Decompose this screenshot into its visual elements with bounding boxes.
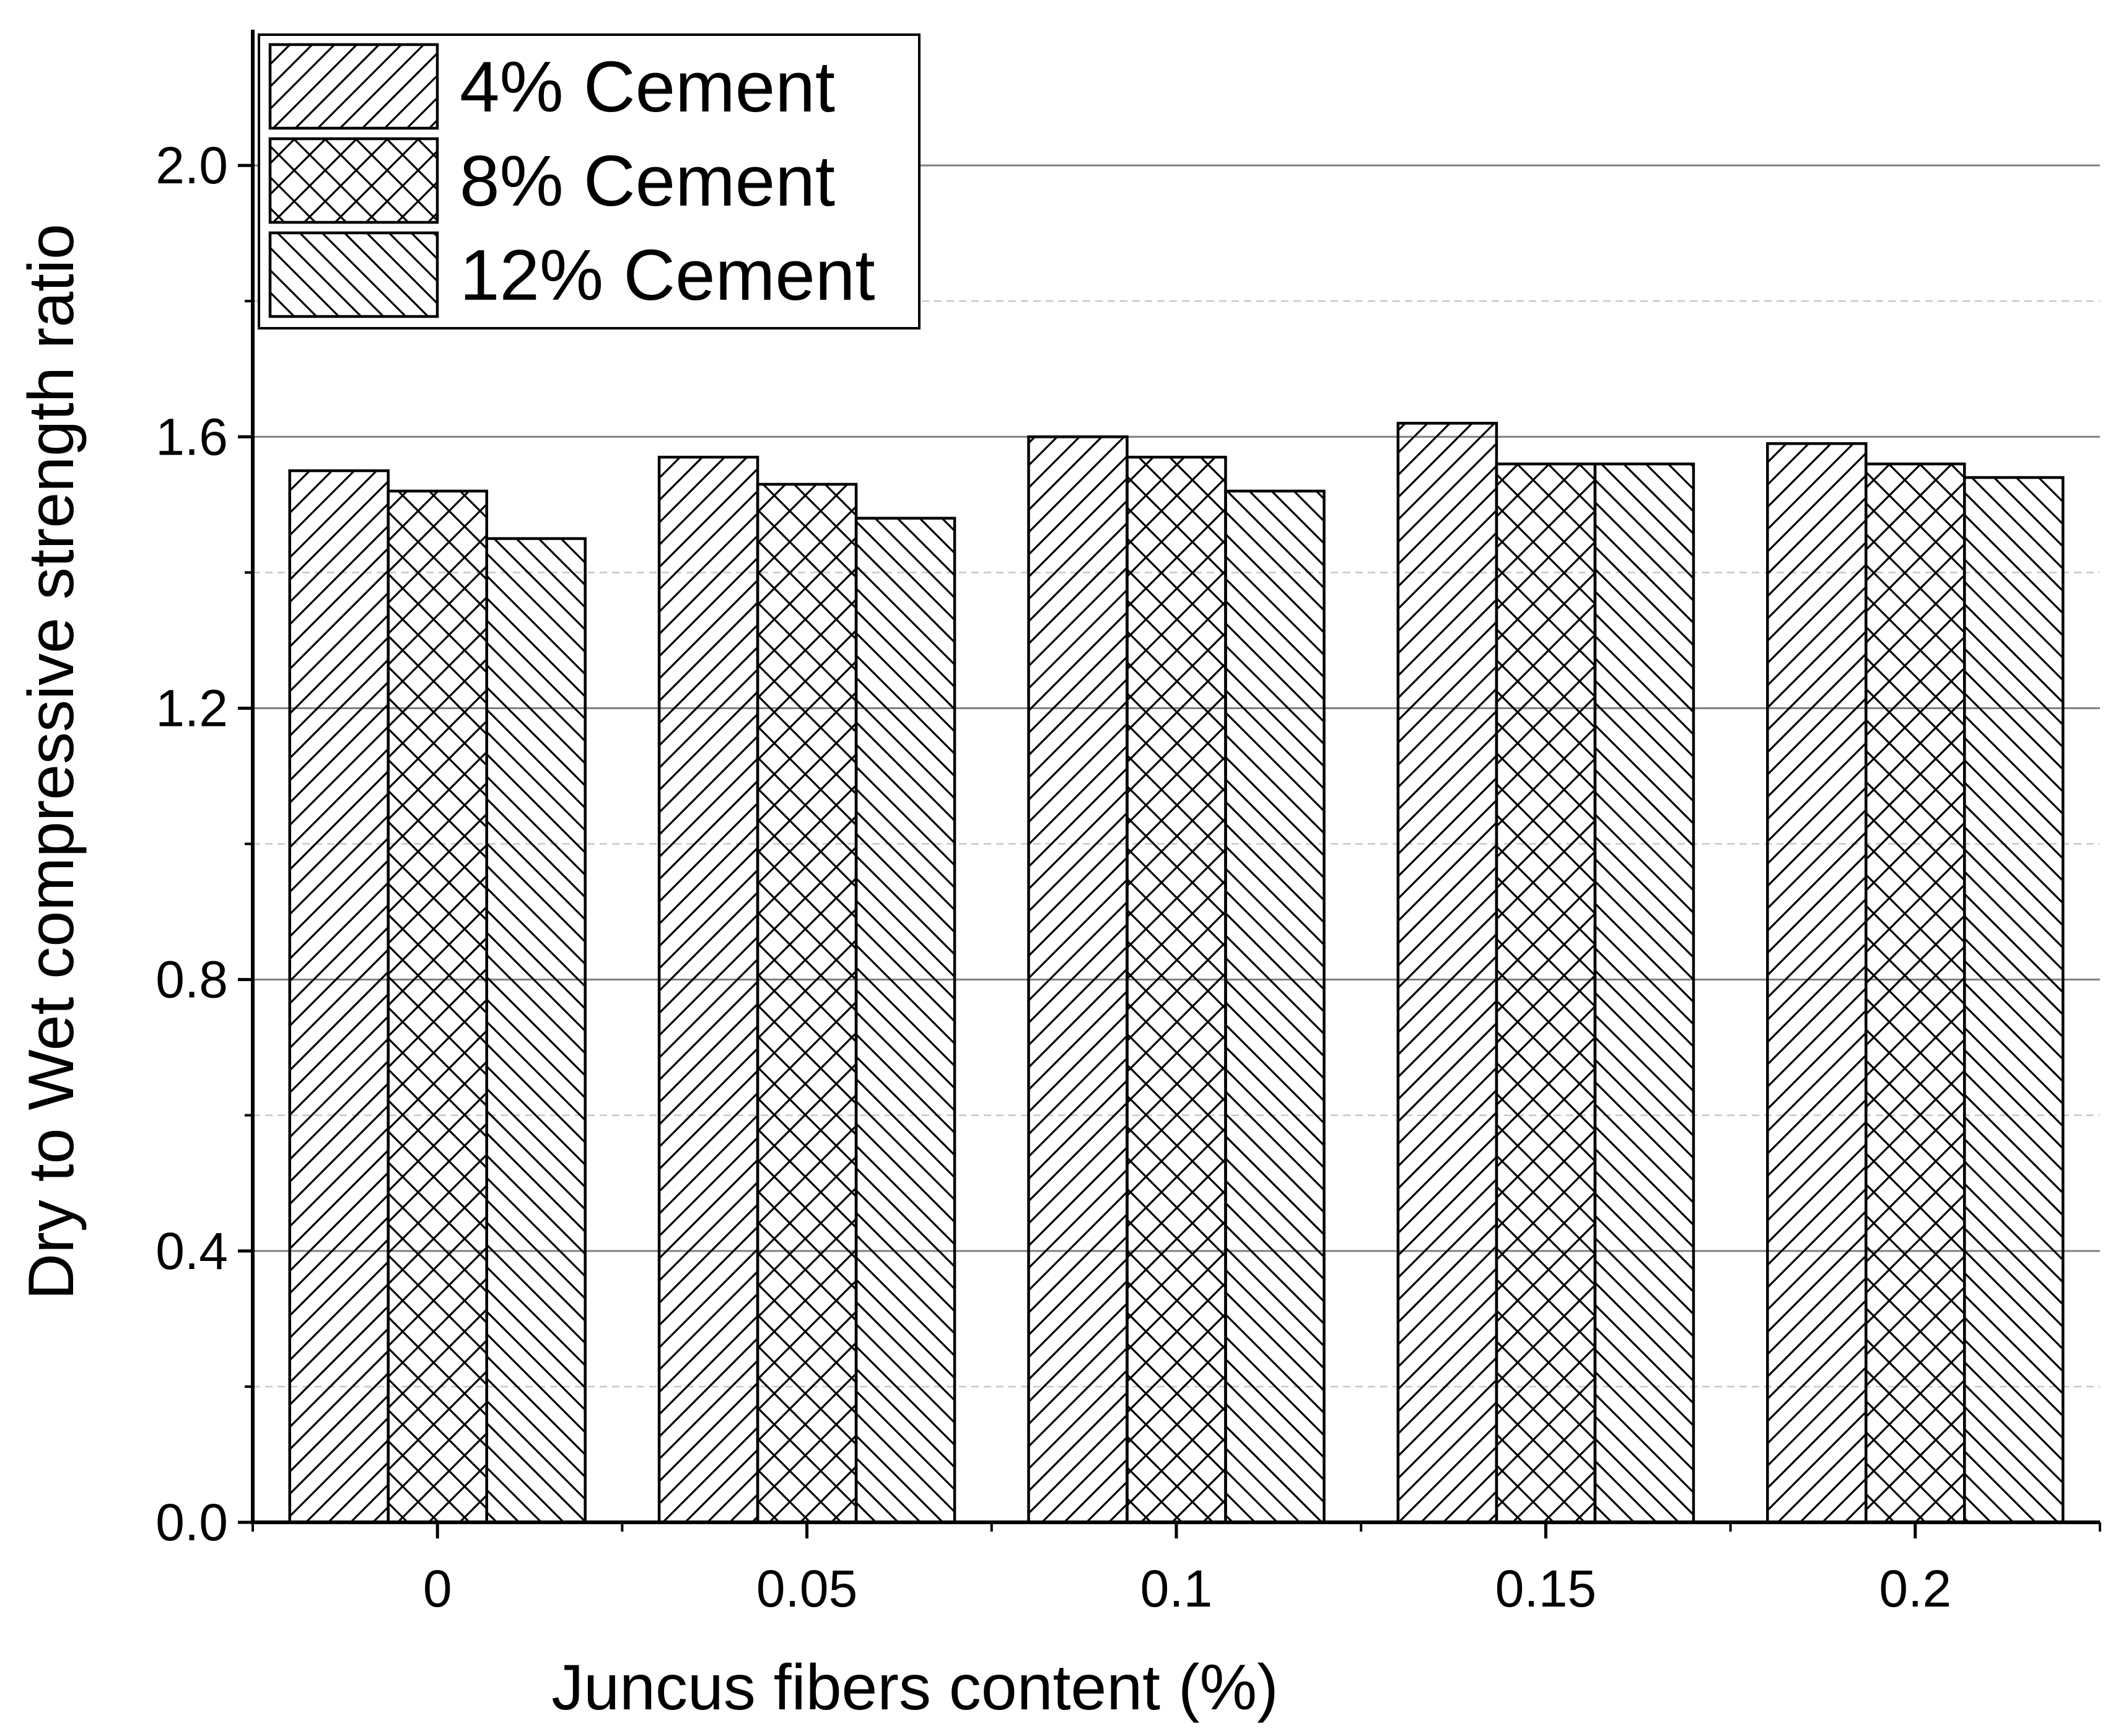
bar-8-cement-0 [387,489,488,1524]
x-tick-label: 0.1 [1140,1559,1213,1618]
bar-12-cement-0_2 [1963,476,2065,1524]
x-tick-label: 0.05 [756,1559,858,1618]
y-tick-label: 0.0 [155,1493,228,1551]
bar-4-cement-0_2 [1766,442,1868,1524]
y-tick-label: 1.6 [155,408,228,466]
x-axis-title: Juncus fibers content (%) [551,1652,1278,1724]
bar-4-cement-0_15 [1396,422,1498,1524]
y-tick-label: 2.0 [155,136,228,194]
legend-swatch [268,137,439,224]
legend-label: 8% Cement [460,141,835,221]
axes: 0.0 0.4 0.8 1.2 1.6 2.0 0 0.05 0.1 0.15 0.2 [155,30,2101,1618]
legend-label: 12% Cement [460,235,875,315]
bars [288,422,2065,1524]
y-tick-label: 0.4 [155,1222,228,1280]
y-tick-label: 1.2 [155,679,228,737]
bar-12-cement-0_05 [854,517,956,1524]
bar-4-cement-0 [288,469,390,1524]
bar-4-cement-0_1 [1027,435,1129,1524]
bar-8-cement-0_2 [1865,462,1966,1524]
bar-8-cement-0_1 [1126,455,1227,1524]
bar-12-cement-0_15 [1593,462,1695,1524]
bar-4-cement-0_05 [657,455,759,1524]
legend-swatch [268,231,439,318]
legend-label: 4% Cement [460,46,835,127]
bar-12-cement-0_1 [1224,489,1326,1524]
bar-8-cement-0_05 [756,482,858,1524]
bar-12-cement-0 [485,537,587,1524]
legend: 4% Cement 8% Cement 12% Cement [258,33,921,329]
y-axis-title: Dry to Wet compressive strength ratio [15,224,87,1300]
x-tick-label: 0 [423,1559,452,1618]
bar-8-cement-0_15 [1495,462,1597,1524]
x-tick-label: 0.15 [1495,1559,1597,1618]
y-tick-label: 0.8 [155,951,228,1009]
legend-swatch [268,43,439,130]
x-tick-label: 0.2 [1879,1559,1951,1618]
